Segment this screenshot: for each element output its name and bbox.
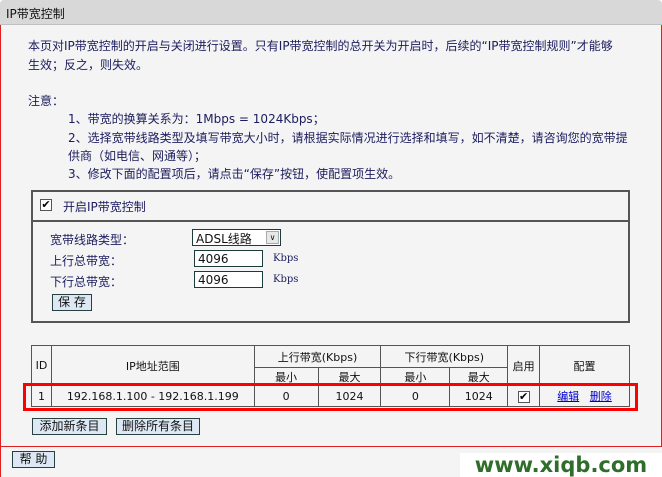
row-ip: 192.168.1.100 - 192.168.1.199 — [50, 385, 255, 407]
row-highlight — [23, 383, 638, 411]
down-bandwidth-input[interactable]: 4096 — [194, 271, 263, 288]
intro-line-2: 生效；反之，则失效。 — [28, 58, 149, 72]
row-down-max: 1024 — [449, 385, 509, 407]
note-2-cont: 供商（如电信、网通等）； — [68, 149, 207, 163]
intro-line-1: 本页对IP带宽控制的开启与关闭进行设置。只有IP带宽控制的总开关为开启时，后续的… — [28, 39, 613, 53]
title-bar — [0, 0, 662, 25]
divider — [31, 220, 630, 222]
down-label: 下行总带宽： — [50, 275, 123, 289]
up-unit: Kbps — [273, 253, 299, 264]
line-type-value: ADSL线路 — [196, 232, 252, 246]
delete-link[interactable]: 删除 — [589, 390, 612, 403]
page-title: IP带宽控制 — [6, 7, 65, 21]
header-down: 下行带宽(Kbps) — [380, 345, 509, 368]
chevron-down-icon: ∨ — [266, 231, 279, 244]
line-type-label: 宽带线路类型： — [50, 233, 135, 247]
add-entry-button[interactable]: 添加新条目 — [32, 418, 107, 435]
line-type-select[interactable]: ADSL线路 ∨ — [192, 229, 281, 246]
up-label: 上行总带宽： — [50, 254, 123, 268]
watermark: www.xiqb.com — [460, 453, 662, 477]
delete-all-button[interactable]: 删除所有条目 — [116, 418, 200, 435]
settings-box — [31, 190, 630, 323]
note-1: 1、带宽的换算关系为：1Mbps = 1024Kbps； — [68, 112, 325, 126]
save-button[interactable]: 保 存 — [52, 294, 92, 311]
row-config: 编辑 删除 — [539, 385, 630, 407]
table-row: 1 192.168.1.100 - 192.168.1.199 0 1024 0… — [31, 385, 630, 407]
down-unit: Kbps — [273, 274, 299, 285]
row-enable-checkbox[interactable]: ✔ — [517, 389, 530, 403]
header-id: ID — [31, 345, 52, 386]
row-up-max: 1024 — [317, 385, 382, 407]
enable-label: 开启IP带宽控制 — [63, 200, 146, 214]
row-id: 1 — [31, 385, 52, 407]
header-enable: 启用 — [507, 345, 541, 386]
header-ip: IP地址范围 — [50, 345, 255, 386]
header-up: 上行带宽(Kbps) — [253, 345, 382, 368]
up-bandwidth-input[interactable]: 4096 — [194, 250, 263, 267]
help-button[interactable]: 帮 助 — [12, 451, 55, 468]
note-3: 3、修改下面的配置项后，请点击“保存”按钮，使配置项生效。 — [68, 167, 401, 181]
row-down-min: 0 — [380, 385, 451, 407]
edit-link[interactable]: 编辑 — [557, 390, 580, 403]
header-config: 配置 — [539, 345, 630, 386]
note-2: 2、选择宽带线路类型及填写带宽大小时，请根据实际情况进行选择和填写，如不清楚，请… — [68, 131, 628, 145]
notice-label: 注意： — [28, 94, 65, 108]
enable-checkbox[interactable]: ✔ — [40, 198, 52, 211]
row-enable: ✔ — [507, 385, 541, 407]
